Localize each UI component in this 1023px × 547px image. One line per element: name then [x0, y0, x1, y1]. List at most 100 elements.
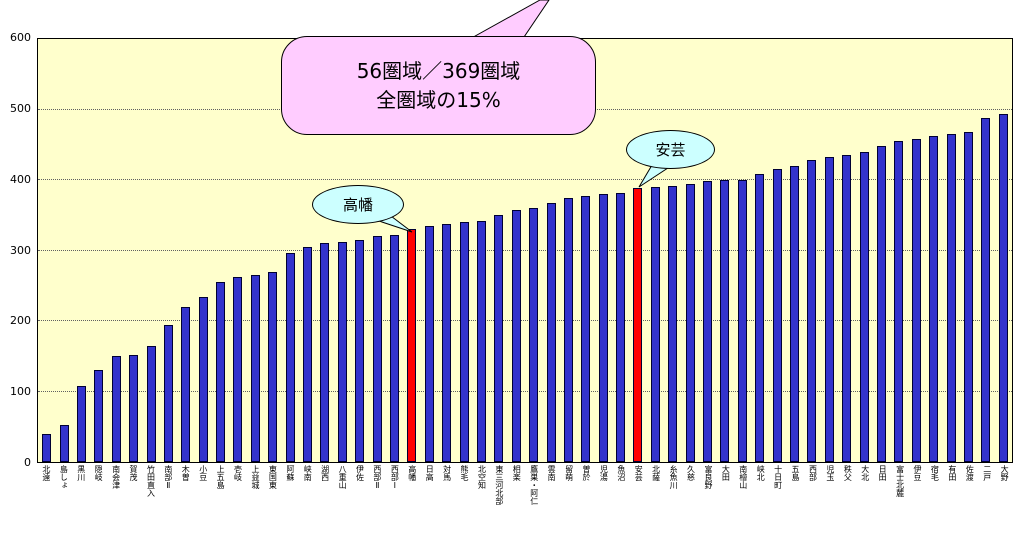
bar-col-上益城 [247, 39, 264, 462]
bar-col-島しょ [55, 39, 72, 462]
x-label-col-留萌: 留萌 [560, 465, 577, 545]
gridline-400 [38, 179, 1012, 181]
x-label-北空知: 北空知 [477, 465, 487, 489]
bar-南会津 [111, 356, 121, 462]
x-label-東国東: 東国東 [268, 465, 278, 489]
x-label-湖西: 湖西 [320, 465, 330, 481]
bar-col-南檜山 [734, 39, 751, 462]
bar-日高 [424, 225, 434, 462]
bar-相楽 [511, 210, 521, 462]
bar-安芸 [633, 188, 643, 462]
x-label-col-東三河北部: 東三河北部 [490, 465, 507, 545]
bar-大野 [998, 114, 1008, 462]
aki-callout-label: 安芸 [655, 141, 686, 159]
bar-東国東 [268, 271, 278, 462]
bar-伊豆 [911, 139, 921, 462]
bar-col-北遠 [38, 39, 55, 462]
y-tick-300: 300 [10, 243, 31, 257]
bar-阿蘇 [285, 252, 295, 462]
x-label-col-北空知: 北空知 [473, 465, 490, 545]
bar-col-熊毛 [455, 39, 472, 462]
bar-col-隠岐 [90, 39, 107, 462]
bar-col-鷹巣・阿仁 [525, 39, 542, 462]
bar-col-湖西 [316, 39, 333, 462]
bar-五島 [789, 165, 799, 462]
gridline-200 [38, 320, 1012, 322]
x-label-糸魚川: 糸魚川 [669, 465, 679, 489]
bar-西部 [807, 160, 817, 462]
bar-col-竹田直入 [142, 39, 159, 462]
bar-col-富士北麓 [890, 39, 907, 462]
bar-賀茂 [129, 354, 139, 462]
x-label-col-高幡: 高幡 [403, 465, 420, 545]
x-label-有田: 有田 [947, 465, 957, 481]
bar-富士北麓 [894, 141, 904, 462]
bar-北遠 [42, 433, 52, 462]
x-label-鷹巣・阿仁: 鷹巣・阿仁 [529, 465, 539, 505]
bar-col-有田 [942, 39, 959, 462]
bar-col-曽於 [577, 39, 594, 462]
x-label-宿毛: 宿毛 [930, 465, 940, 481]
bar-col-相楽 [508, 39, 525, 462]
bar-col-峡北 [751, 39, 768, 462]
x-label-col-熊毛: 熊毛 [455, 465, 472, 545]
x-label-col-雲南: 雲南 [542, 465, 559, 545]
bar-col-北薩 [647, 39, 664, 462]
bar-col-峡南 [299, 39, 316, 462]
x-label-雲南: 雲南 [547, 465, 557, 481]
bar-col-西部Ⅱ [368, 39, 385, 462]
y-tick-100: 100 [10, 385, 31, 399]
bar-日田 [876, 146, 886, 462]
bar-col-南会津 [108, 39, 125, 462]
bar-峡南 [303, 246, 313, 462]
x-label-col-大野: 大野 [995, 465, 1012, 545]
x-label-北遠: 北遠 [41, 465, 51, 481]
bar-col-日田 [873, 39, 890, 462]
x-label-col-二戸: 二戸 [978, 465, 995, 545]
x-label-十日町: 十日町 [773, 465, 783, 489]
x-label-日田: 日田 [878, 465, 888, 481]
x-label-col-島しょ: 島しょ [54, 465, 71, 545]
bar-木曽 [181, 306, 191, 462]
x-label-col-日高: 日高 [420, 465, 437, 545]
bar-曽於 [581, 196, 591, 462]
x-label-col-上五島: 上五島 [211, 465, 228, 545]
y-tick-500: 500 [10, 101, 31, 115]
bar-col-日高 [421, 39, 438, 462]
x-label-col-木曽: 木曽 [176, 465, 193, 545]
bar-col-小豆 [195, 39, 212, 462]
bar-col-留萌 [560, 39, 577, 462]
bar-高幡 [407, 229, 417, 462]
x-label-魚沼: 魚沼 [616, 465, 626, 481]
x-label-col-黒川: 黒川 [72, 465, 89, 545]
x-label-col-西部Ⅱ: 西部Ⅱ [368, 465, 385, 545]
bar-col-雲南 [542, 39, 559, 462]
bar-col-南部Ⅱ [160, 39, 177, 462]
x-label-col-西部Ⅰ: 西部Ⅰ [385, 465, 402, 545]
y-tick-400: 400 [10, 172, 31, 186]
bar-col-久慈 [681, 39, 698, 462]
x-label-col-曽於: 曽於 [577, 465, 594, 545]
bar-十日町 [772, 169, 782, 462]
gridline-100 [38, 390, 1012, 392]
bar-col-八重山 [334, 39, 351, 462]
bar-col-二戸 [977, 39, 994, 462]
x-label-峡北: 峡北 [756, 465, 766, 481]
bar-留萌 [563, 197, 573, 462]
bar-col-西部Ⅰ [386, 39, 403, 462]
x-label-col-北遠: 北遠 [37, 465, 54, 545]
bar-糸魚川 [668, 185, 678, 462]
x-label-col-南部Ⅱ: 南部Ⅱ [159, 465, 176, 545]
x-label-大野: 大野 [1000, 465, 1010, 481]
x-label-col-上益城: 上益城 [246, 465, 263, 545]
x-axis-labels: 北遠 島しょ 黒川 隠岐 南会津 賀茂 竹田直入 南部Ⅱ 木曽 小豆 上五島 壱岐 上益城 東国東 阿蘇 峡南… [37, 465, 1013, 545]
x-label-col-峡北: 峡北 [751, 465, 768, 545]
bar-col-十日町 [768, 39, 785, 462]
summary-callout: 56圏域／369圏域 全圏域の15% [281, 36, 596, 135]
x-label-曽於: 曽於 [581, 465, 591, 481]
x-label-留萌: 留萌 [564, 465, 574, 481]
bar-熊毛 [459, 222, 469, 462]
bar-col-富良野 [699, 39, 716, 462]
bar-南檜山 [737, 180, 747, 462]
